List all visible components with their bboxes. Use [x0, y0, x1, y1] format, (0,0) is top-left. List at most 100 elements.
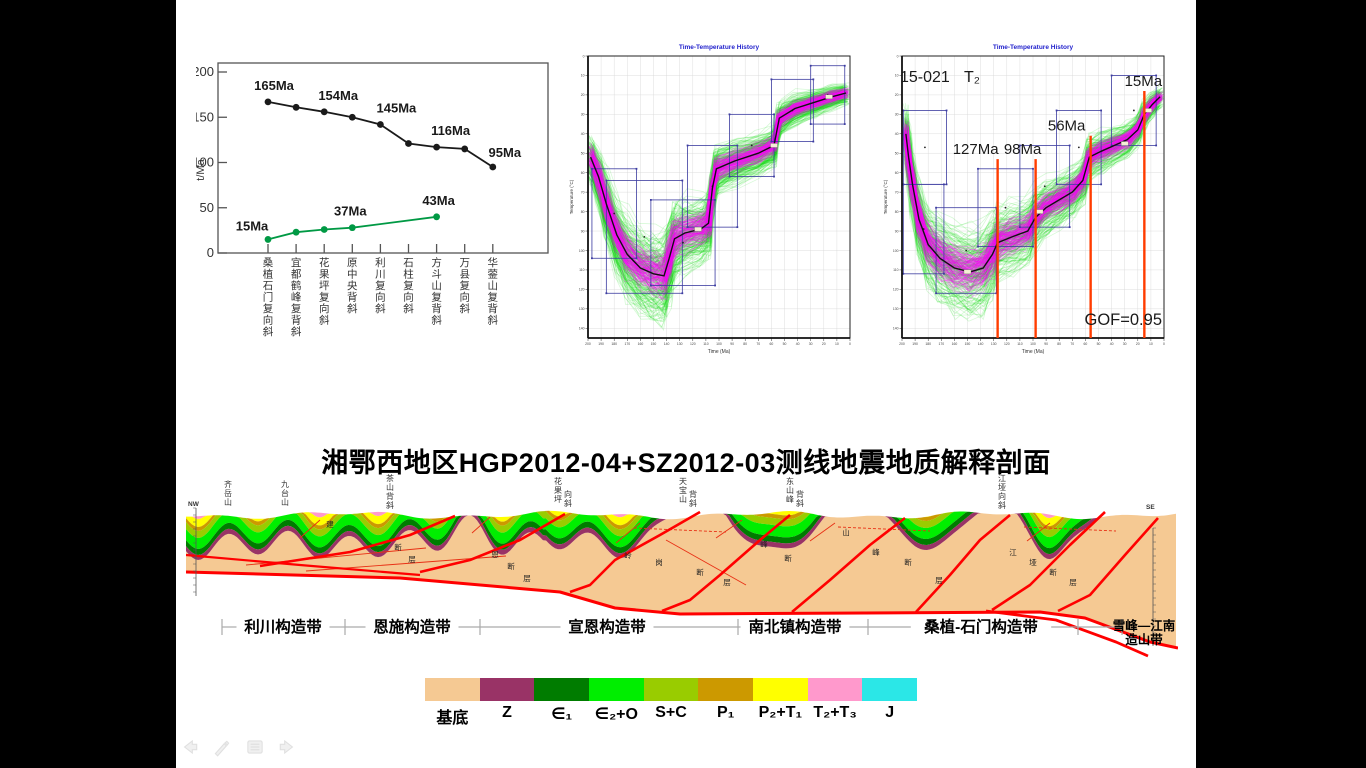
- fuzz-path: [588, 96, 850, 302]
- fuzz-path: [588, 93, 849, 287]
- box-corner: [945, 109, 948, 112]
- fuzz-path: [907, 92, 1160, 266]
- fuzz-path: [906, 92, 1159, 256]
- fuzz-path: [905, 95, 1162, 265]
- x-category-label: 复: [319, 291, 330, 304]
- fuzz-path: [907, 105, 1164, 298]
- next-slide-button[interactable]: [277, 736, 299, 758]
- fuzz-path: [588, 92, 848, 264]
- fuzz-path: [588, 103, 849, 321]
- fuzz-path: [903, 98, 1163, 289]
- fuzz-path: [907, 91, 1159, 264]
- deformation-onset-age-point: [433, 143, 440, 151]
- event-age-label: 98Ma: [1004, 141, 1042, 158]
- fuzz-path: [591, 98, 848, 311]
- fuzz-path: [588, 94, 849, 296]
- fuzz-path: [591, 98, 844, 306]
- fuzz-path: [588, 94, 844, 284]
- box-corner: [935, 292, 937, 295]
- fault-name-char: 层: [408, 555, 416, 564]
- fuzz-path: [592, 86, 846, 255]
- fuzz-path: [588, 89, 847, 260]
- deformation-onset-age-point: [348, 113, 356, 121]
- fuzz-path: [591, 86, 846, 259]
- y-axis-title: t/Ma: [196, 158, 207, 180]
- legend-swatch: [807, 678, 863, 701]
- x-category-label: 县: [459, 269, 470, 281]
- fuzz-path: [905, 96, 1158, 278]
- deformation-onset-age-point: [405, 140, 412, 147]
- x-tick-label: 70: [756, 342, 760, 346]
- fuzz-path: [591, 86, 847, 252]
- y-tick-label: 80: [581, 210, 585, 214]
- fuzz-path: [908, 96, 1158, 280]
- y-tick-label: 50: [895, 152, 899, 156]
- x-category-label: 斜: [319, 314, 330, 327]
- slide-menu-button[interactable]: [244, 736, 266, 758]
- fold-name-char: 宝: [679, 485, 687, 495]
- fuzz-path: [907, 95, 1164, 269]
- fuzz-path: [905, 103, 1162, 305]
- x-category-label: 复: [431, 291, 442, 304]
- legend-swatch: [698, 678, 754, 701]
- box-corner: [935, 206, 937, 209]
- x-category-label: 斜: [459, 302, 470, 315]
- fault-name-char: 断: [1049, 567, 1057, 577]
- fuzz-path: [588, 93, 850, 287]
- fuzz-path: [590, 96, 849, 298]
- fuzz-path: [588, 88, 844, 276]
- x-category-label: 方: [431, 256, 442, 269]
- fault-name-char: 断: [696, 567, 704, 577]
- minor-fault: [809, 522, 836, 542]
- fuzz-path: [588, 99, 849, 308]
- y-tick-label: 50: [581, 152, 585, 156]
- y-tick-label: 70: [895, 190, 899, 194]
- fuzz-path: [906, 104, 1160, 308]
- fuzz-path: [593, 93, 847, 293]
- fold-name-char: 花: [554, 476, 562, 486]
- fuzz-path: [590, 87, 845, 260]
- thermal-history-plot-right: Time-Temperature History 0 10 20 30 40 50 60 70 8…: [883, 44, 1165, 355]
- x-tick-label: 150: [651, 342, 657, 346]
- fault-name-char: 垭: [1029, 558, 1037, 567]
- fuzz-path: [903, 94, 1158, 278]
- y-tick-label: 120: [893, 288, 899, 292]
- fuzz-path: [589, 90, 849, 276]
- constraint-box: [687, 145, 738, 228]
- grid: [587, 55, 851, 338]
- fuzz-path: [590, 101, 848, 323]
- previous-slide-button[interactable]: [178, 736, 200, 758]
- fuzz-path: [589, 96, 844, 295]
- constraint-box: [935, 207, 997, 294]
- fault-name-char: 建: [326, 519, 334, 529]
- legend-swatch: [753, 678, 808, 701]
- fuzz-path: [590, 88, 847, 253]
- fuzz-path: [588, 100, 849, 317]
- fuzz-path: [904, 95, 1161, 270]
- fuzz-path: [905, 96, 1160, 283]
- fuzz-path: [590, 96, 849, 308]
- fuzz-path: [593, 96, 847, 282]
- fuzz-path: [589, 97, 847, 310]
- fuzz-path: [588, 88, 847, 262]
- fuzz-path: [904, 94, 1163, 267]
- fuzz-path: [590, 87, 844, 265]
- pen-tool-button[interactable]: [211, 736, 233, 758]
- fuzz-path: [591, 93, 848, 287]
- fuzz-path: [906, 93, 1160, 266]
- fuzz-path: [903, 94, 1160, 275]
- fuzz-path: [904, 97, 1162, 276]
- fuzz-path: [590, 91, 846, 275]
- x-tick-label: 160: [638, 342, 644, 346]
- fuzz-path: [903, 93, 1158, 268]
- fuzz-path: [907, 91, 1162, 249]
- fuzz-path: [590, 89, 849, 272]
- fuzz-path: [591, 89, 844, 274]
- fuzz-path: [589, 94, 846, 275]
- fuzz-path: [907, 94, 1159, 273]
- fuzz-path: [904, 93, 1158, 256]
- fuzz-path: [593, 103, 849, 322]
- fuzz-path: [907, 105, 1159, 317]
- fuzz-path: [904, 94, 1161, 258]
- fuzz-path: [588, 86, 848, 267]
